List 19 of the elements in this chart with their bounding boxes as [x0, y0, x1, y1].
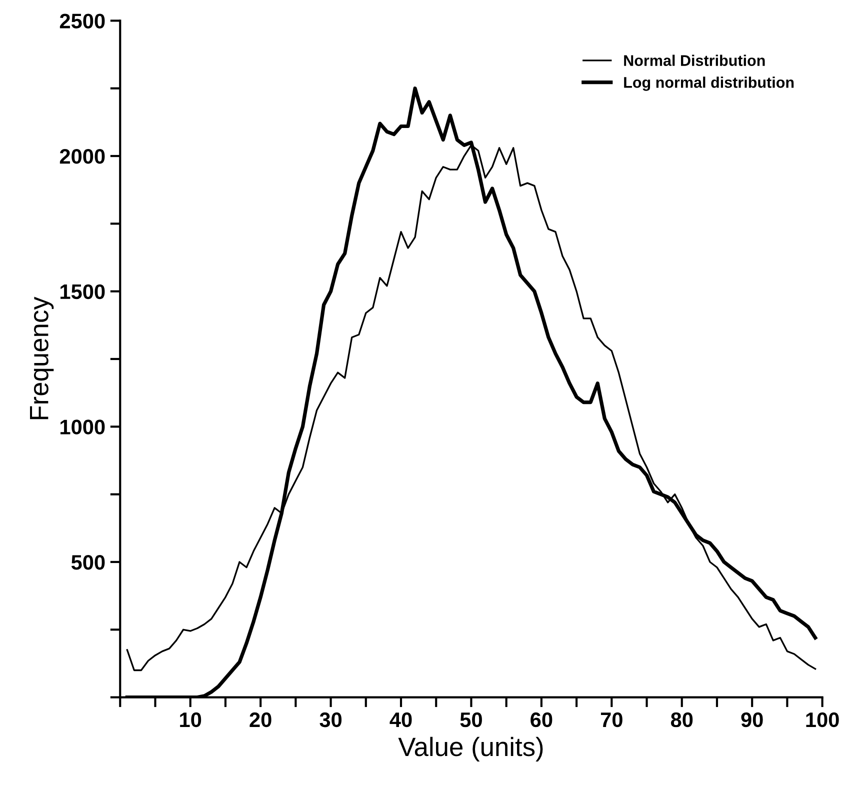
- y-tick-label: 500: [71, 554, 105, 570]
- legend-label: Log normal distribution: [624, 76, 794, 91]
- x-tick-label: 30: [320, 712, 342, 728]
- y-axis-title: Frequency: [30, 296, 54, 420]
- x-tick-label: 100: [806, 712, 839, 728]
- y-tick-label: 2500: [60, 14, 105, 28]
- x-tick-label: 40: [390, 712, 412, 728]
- x-tick-label: 90: [741, 712, 763, 728]
- x-tick-label: 10: [180, 712, 202, 728]
- y-tick-label: 1500: [60, 284, 105, 300]
- x-tick-label: 80: [670, 712, 693, 728]
- x-tick-label: 20: [250, 712, 272, 728]
- y-tick-label: 1000: [60, 420, 105, 434]
- x-tick-label: 60: [530, 712, 552, 728]
- y-tick-label: 2000: [60, 149, 105, 164]
- x-axis-title: Value (units): [398, 736, 543, 762]
- legend-label: Normal Distribution: [624, 54, 765, 66]
- x-tick-label: 70: [600, 712, 622, 728]
- x-tick-label: 50: [460, 712, 482, 728]
